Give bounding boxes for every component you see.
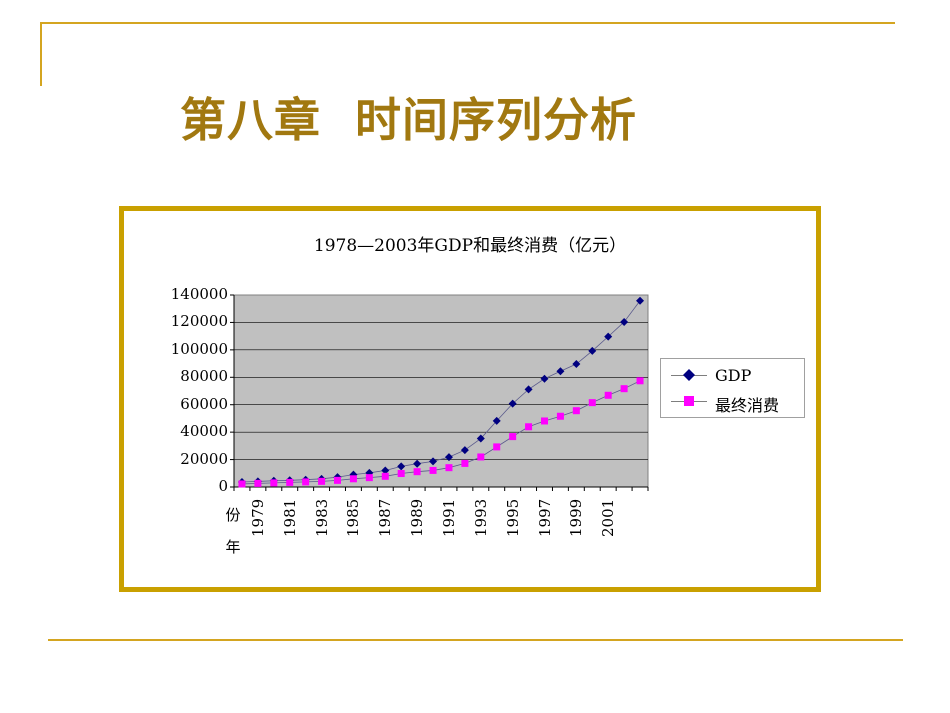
x-tick-label: 1979 [248, 498, 267, 537]
y-tick-label: 140000 [170, 285, 228, 303]
y-tick-label: 60000 [180, 394, 228, 413]
gdp-point [556, 367, 565, 376]
x-tick-label: 1999 [567, 498, 586, 537]
square-marker-icon [684, 396, 694, 406]
consumption-point [270, 479, 278, 487]
legend: GDP 最终消费 [660, 358, 805, 418]
consumption-point [588, 399, 596, 407]
gdp-point [397, 462, 406, 471]
consumption-point [238, 480, 246, 488]
x-tick-label: 1981 [280, 498, 299, 537]
chart-frame: 1978—2003年GDP和最终消费（亿元） 0 20000 40000 60000 8… [119, 206, 821, 592]
y-tick-label: 40000 [180, 422, 228, 441]
consumption-point [477, 453, 485, 461]
consumption-point [636, 377, 644, 385]
gdp-point [413, 459, 422, 468]
gdp-point [524, 385, 533, 394]
x-axis-label-char: 年 [225, 538, 241, 556]
consumption-point [318, 477, 326, 485]
x-tick-label: 1991 [439, 498, 458, 537]
x-axis-label-char: 份 [225, 506, 241, 524]
x-tick-label: 1995 [503, 498, 522, 537]
gdp-point [508, 399, 517, 408]
chart-title: 1978—2003年GDP和最终消费（亿元） [313, 236, 627, 256]
consumption-point [334, 476, 341, 484]
consumption-point [493, 443, 501, 451]
consumption-point [620, 385, 628, 393]
slide-title: 第八章 时间序列分析 [180, 93, 638, 147]
legend-item-gdp: GDP [661, 364, 804, 388]
y-tick-label: 120000 [170, 312, 228, 331]
legend-label-gdp: GDP [715, 366, 752, 385]
consumption-point [286, 478, 294, 486]
y-tick-label: 0 [218, 477, 228, 495]
gdp-point [460, 446, 469, 455]
plot-area [233, 294, 649, 488]
diamond-marker-icon [683, 369, 695, 381]
consumption-point [445, 464, 453, 472]
consumption-point [413, 468, 421, 476]
y-tick-label: 100000 [170, 339, 228, 358]
left-decor-line [40, 22, 42, 86]
top-decor-line [40, 22, 895, 24]
gdp-point [588, 346, 597, 355]
y-tick-label: 20000 [180, 449, 228, 468]
consumption-point [349, 475, 357, 483]
x-tick-label: 1989 [408, 498, 427, 537]
y-tick-label: 80000 [180, 367, 228, 386]
x-tick-label: 1993 [471, 498, 490, 537]
gdp-point [620, 317, 629, 326]
gdp-point [444, 453, 453, 462]
x-tick-label: 1983 [312, 498, 331, 537]
gdp-point [540, 374, 549, 383]
consumption-point [509, 433, 517, 441]
consumption-point [429, 466, 437, 474]
consumption-point [397, 470, 405, 478]
x-tick-label: 2001 [599, 498, 618, 537]
consumption-point [525, 423, 533, 431]
consumption-point [365, 474, 373, 482]
bottom-decor-line [48, 639, 903, 641]
gdp-point [492, 416, 501, 425]
gdp-point [636, 296, 645, 305]
consumption-point [541, 417, 548, 425]
consumption-point [556, 412, 564, 420]
consumption-point [604, 391, 612, 399]
consumption-point [381, 472, 389, 480]
legend-item-consumption: 最终消费 [661, 390, 804, 415]
gdp-point [572, 360, 581, 369]
consumption-point [254, 479, 262, 487]
legend-label-consumption: 最终消费 [715, 396, 780, 415]
x-axis-label: 年份 [225, 505, 241, 569]
consumption-point [572, 407, 580, 415]
gdp-point [476, 434, 485, 443]
gdp-point [381, 466, 390, 475]
consumption-point [461, 459, 469, 467]
chart-canvas [230, 294, 649, 491]
gdp-point [604, 332, 613, 341]
x-tick-label: 1997 [535, 498, 554, 537]
consumption-point [302, 478, 310, 486]
x-tick-label: 1985 [344, 498, 363, 537]
x-tick-label: 1987 [376, 498, 395, 537]
gdp-point [429, 457, 438, 466]
